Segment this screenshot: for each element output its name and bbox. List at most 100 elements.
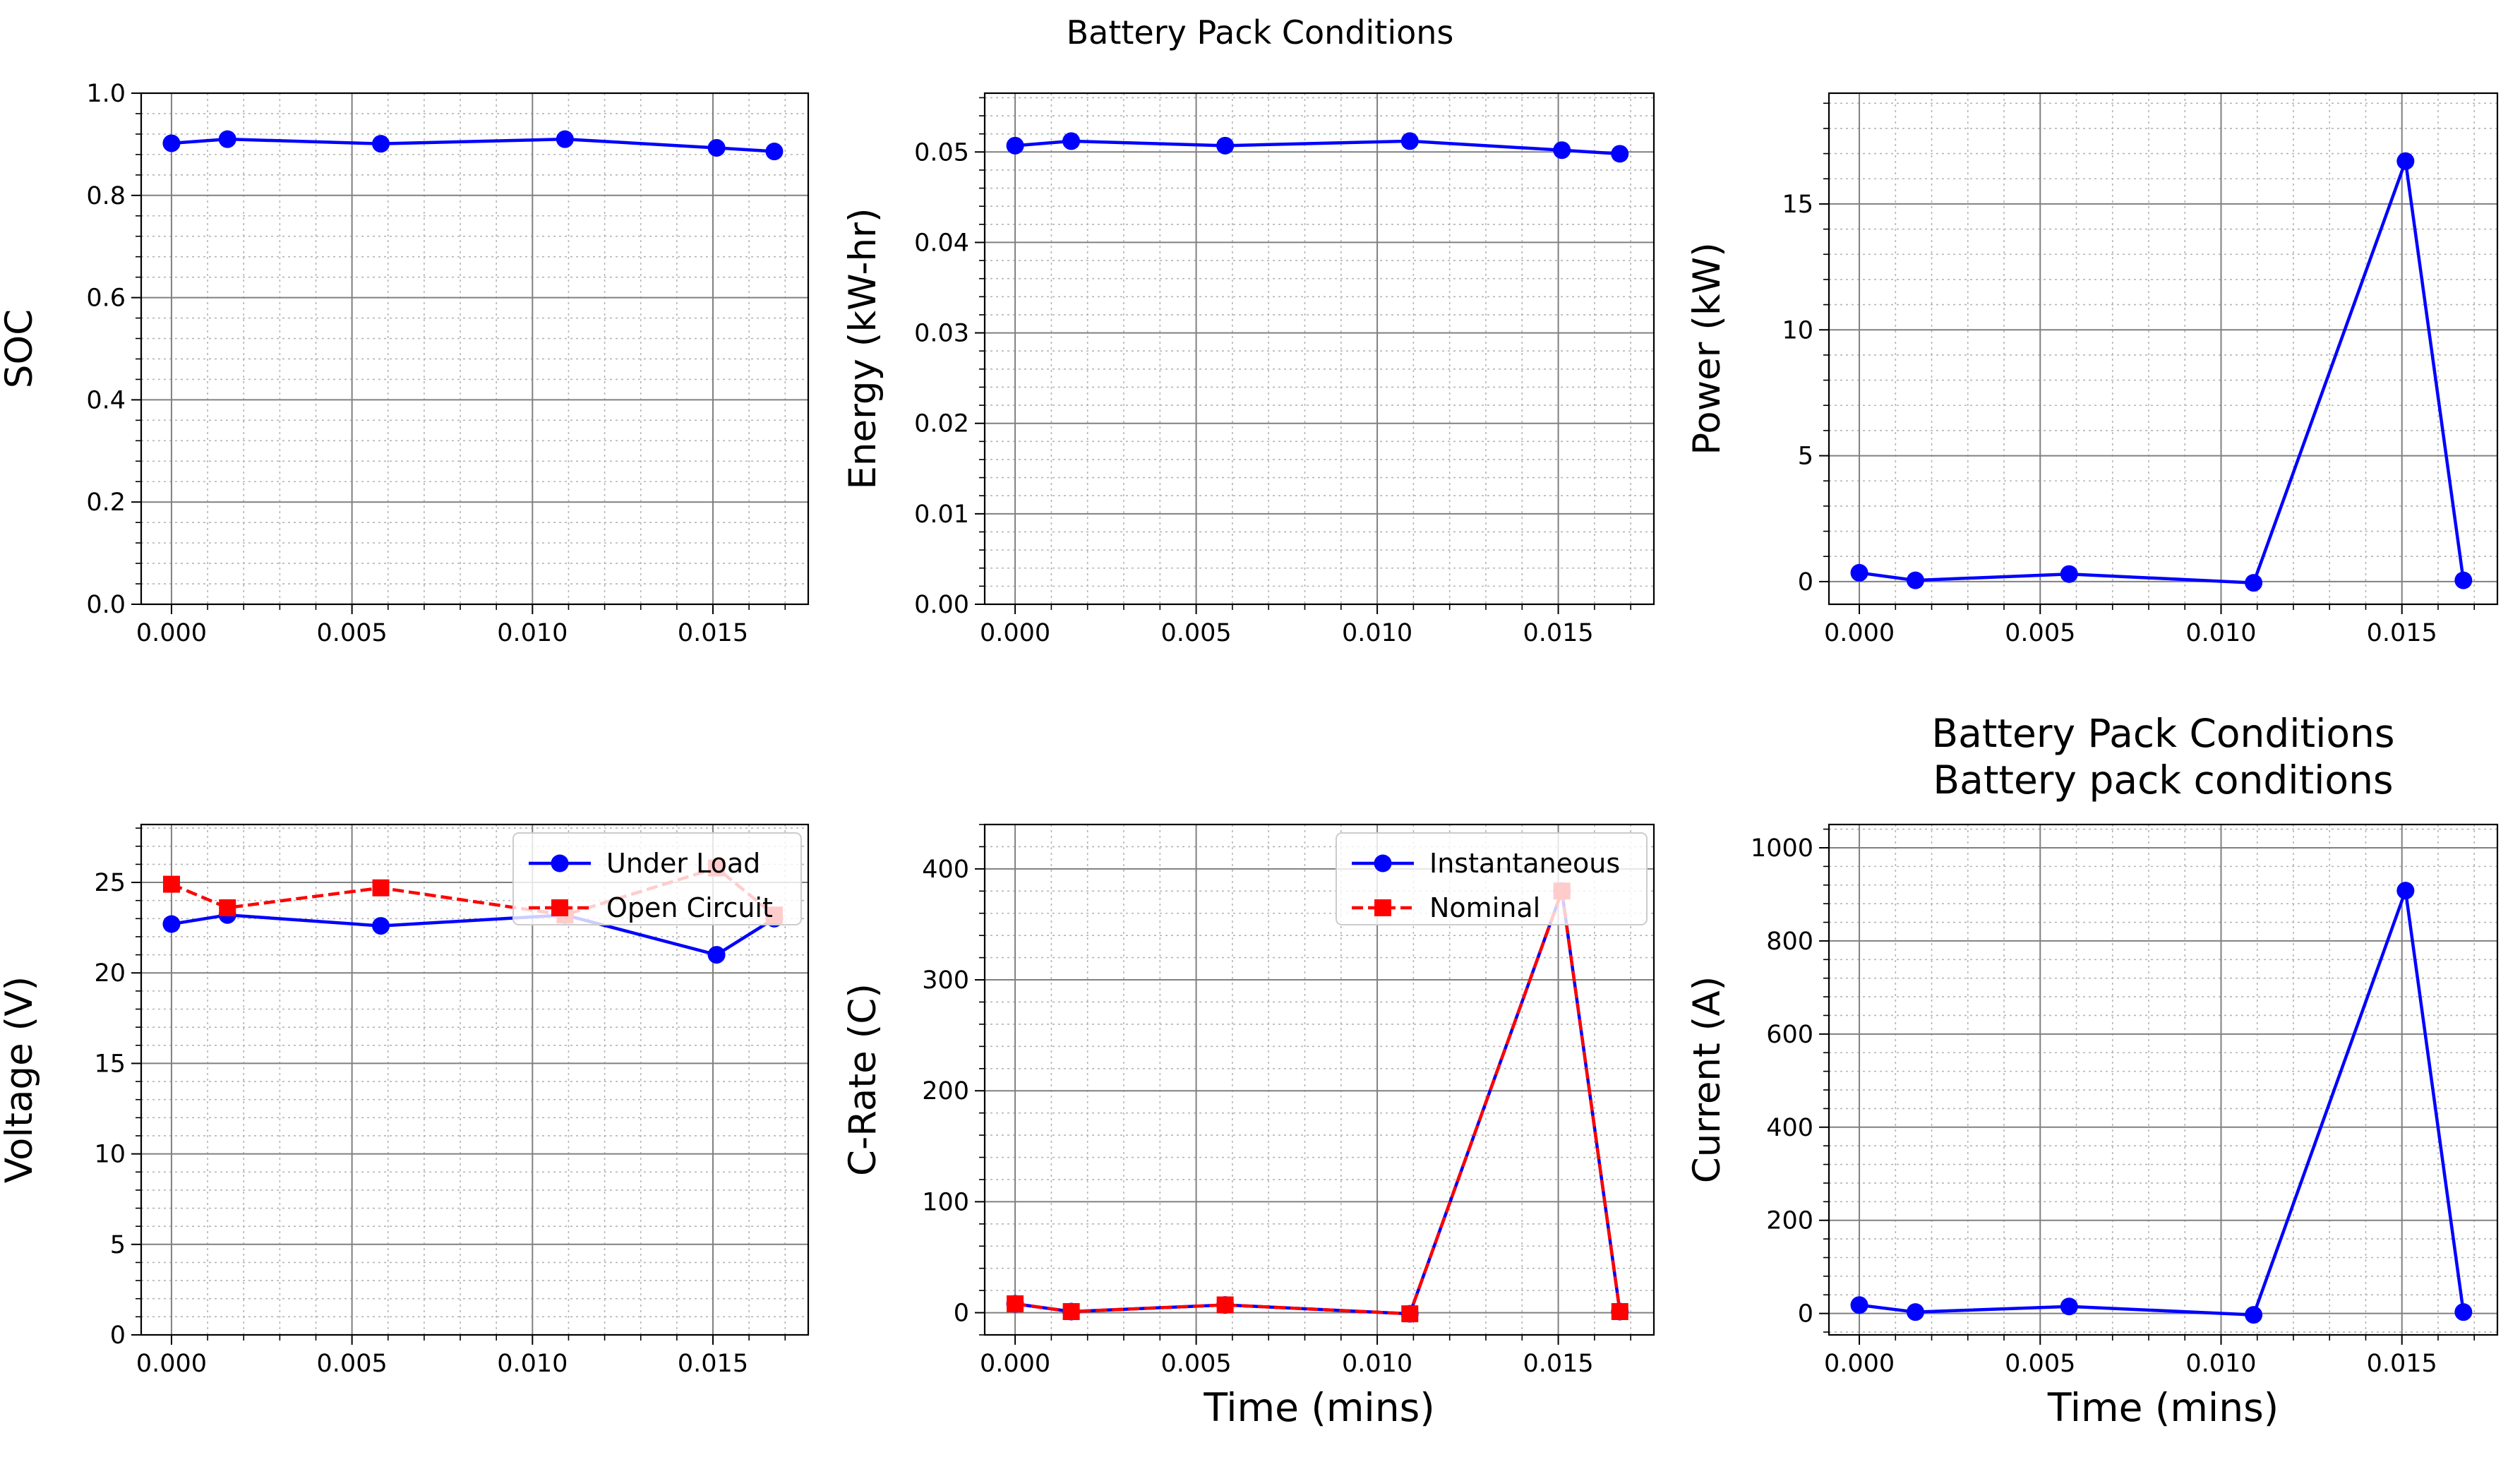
legend-marker-circle bbox=[551, 854, 569, 873]
series-line bbox=[1014, 889, 1622, 1316]
y-tick-label: 800 bbox=[1766, 928, 1813, 956]
y-tick-label: 100 bbox=[922, 1188, 969, 1216]
series-group bbox=[1006, 132, 1629, 163]
y-tick-label: 600 bbox=[1766, 1021, 1813, 1049]
y-tick-label: 5 bbox=[110, 1231, 126, 1259]
y-tick-label: 0.8 bbox=[86, 182, 126, 210]
y-tick-label: 1000 bbox=[1751, 834, 1813, 863]
y-tick-label: 5 bbox=[1798, 443, 1813, 471]
y-tick-label: 400 bbox=[1766, 1114, 1813, 1142]
minor-grid bbox=[979, 93, 1654, 610]
data-point-circle bbox=[1006, 136, 1024, 155]
data-point-circle bbox=[1906, 1303, 1924, 1321]
data-point-circle bbox=[2396, 152, 2415, 170]
x-tick-label: 0.015 bbox=[2367, 1350, 2437, 1378]
axes-frame bbox=[983, 92, 1655, 606]
data-point-square bbox=[219, 899, 236, 916]
legend-marker-circle bbox=[1374, 854, 1392, 873]
x-tick-label: 0.015 bbox=[2367, 619, 2437, 647]
data-point-circle bbox=[218, 130, 236, 148]
data-point-circle bbox=[1906, 571, 1924, 589]
legend-label: Open Circuit bbox=[606, 892, 773, 923]
panel-title: Battery pack conditions bbox=[1933, 757, 2393, 803]
data-point-circle bbox=[1850, 563, 1868, 582]
y-tick-label: 0.00 bbox=[914, 591, 969, 619]
data-point-circle bbox=[1400, 132, 1419, 150]
legend-label: Under Load bbox=[606, 848, 760, 879]
series-group bbox=[1850, 882, 2473, 1324]
y-tick-label: 400 bbox=[922, 856, 969, 884]
x-tick-label: 0.010 bbox=[1342, 619, 1412, 647]
series-line bbox=[1014, 139, 1620, 156]
data-point-square bbox=[1007, 1295, 1024, 1312]
series-line bbox=[171, 137, 775, 153]
series-group bbox=[1006, 882, 1629, 1323]
series-line bbox=[1859, 889, 2466, 1317]
axes-frame bbox=[983, 823, 1655, 1336]
y-tick-label: 0 bbox=[1798, 568, 1813, 596]
minor-grid bbox=[1823, 93, 2497, 610]
data-point-square bbox=[162, 875, 180, 893]
data-point-circle bbox=[2060, 1297, 2078, 1316]
y-axis-label: Power (kW) bbox=[1686, 242, 1729, 455]
x-tick-label: 0.005 bbox=[1160, 1350, 1231, 1378]
data-point-circle bbox=[1850, 1296, 1868, 1314]
y-tick-label: 0.2 bbox=[86, 488, 126, 517]
x-tick-label: 0.010 bbox=[1342, 1350, 1412, 1378]
legend-label: Nominal bbox=[1429, 892, 1540, 923]
data-point-circle bbox=[2060, 565, 2078, 583]
data-point-circle bbox=[556, 130, 574, 148]
series-line bbox=[1859, 160, 2466, 584]
x-tick-label: 0.010 bbox=[497, 619, 568, 647]
y-tick-label: 0.4 bbox=[86, 386, 126, 414]
data-point-square bbox=[1216, 1296, 1234, 1314]
y-tick-label: 15 bbox=[1782, 191, 1813, 219]
minor-grid bbox=[136, 93, 808, 610]
x-tick-label: 0.015 bbox=[678, 1350, 748, 1378]
series-line bbox=[1014, 889, 1622, 1316]
x-tick-label: 0.000 bbox=[1824, 619, 1895, 647]
data-point-square bbox=[372, 879, 390, 897]
x-tick-label: 0.005 bbox=[1160, 619, 1231, 647]
y-tick-label: 25 bbox=[94, 869, 126, 897]
y-tick-label: 200 bbox=[922, 1077, 969, 1105]
axes-frame bbox=[140, 92, 810, 606]
y-axis-label: C-Rate (C) bbox=[841, 983, 884, 1176]
series-group bbox=[1850, 152, 2473, 592]
minor-grid bbox=[1823, 825, 2497, 1341]
y-tick-label: 0 bbox=[1798, 1300, 1813, 1329]
data-point-square bbox=[1611, 1302, 1628, 1320]
y-tick-label: 0 bbox=[110, 1321, 126, 1350]
y-tick-label: 0.03 bbox=[914, 320, 969, 348]
y-tick-label: 20 bbox=[94, 959, 126, 988]
data-point-circle bbox=[1062, 132, 1081, 150]
x-tick-label: 0.005 bbox=[317, 1350, 388, 1378]
x-tick-label: 0.010 bbox=[497, 1350, 568, 1378]
data-point-circle bbox=[162, 915, 181, 933]
legend: Instantaneous Nominal bbox=[1336, 832, 1648, 925]
x-tick-label: 0.010 bbox=[2185, 619, 2256, 647]
x-tick-label: 0.000 bbox=[980, 619, 1050, 647]
data-point-square bbox=[1401, 1305, 1419, 1323]
chart-panel-top-middle: 0.000 0.005 0.010 0.015 0.00 0.01 0.02 0.03 0.04… bbox=[841, 92, 1655, 647]
y-tick-label: 10 bbox=[94, 1141, 126, 1169]
legend: Under Load Open Circuit bbox=[512, 832, 802, 925]
data-point-circle bbox=[2396, 882, 2415, 900]
data-point-square bbox=[1062, 1302, 1080, 1320]
axes-frame bbox=[140, 823, 810, 1336]
data-point-circle bbox=[765, 143, 784, 161]
y-tick-label: 0.04 bbox=[914, 229, 969, 257]
x-tick-label: 0.015 bbox=[678, 619, 748, 647]
x-tick-label: 0.000 bbox=[1824, 1350, 1895, 1378]
legend-marker-square bbox=[551, 899, 568, 916]
y-tick-label: 200 bbox=[1766, 1207, 1813, 1235]
x-tick-label: 0.000 bbox=[980, 1350, 1050, 1378]
y-tick-label: 0.0 bbox=[86, 591, 126, 619]
y-axis-label: SOC bbox=[0, 309, 41, 388]
axes-frame bbox=[1828, 823, 2499, 1336]
data-point-circle bbox=[2454, 571, 2473, 589]
data-point-circle bbox=[1611, 145, 1629, 163]
data-point-circle bbox=[372, 917, 390, 935]
y-tick-label: 15 bbox=[94, 1050, 126, 1078]
y-tick-label: 10 bbox=[1782, 316, 1813, 344]
